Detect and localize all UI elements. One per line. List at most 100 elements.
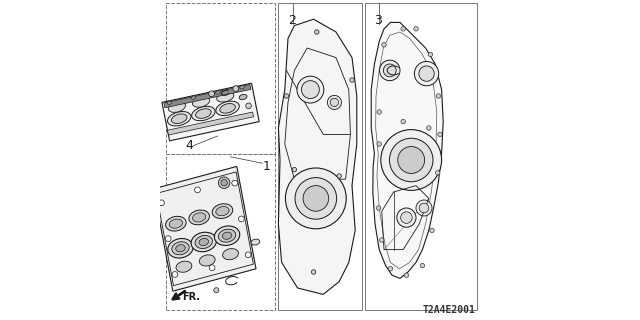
Circle shape <box>295 178 337 219</box>
Ellipse shape <box>222 232 232 239</box>
Circle shape <box>209 91 214 97</box>
Polygon shape <box>278 19 357 294</box>
Circle shape <box>388 267 393 271</box>
Circle shape <box>435 171 440 175</box>
Ellipse shape <box>212 204 233 219</box>
Polygon shape <box>162 83 259 141</box>
Circle shape <box>245 252 251 258</box>
Ellipse shape <box>191 106 215 121</box>
Ellipse shape <box>193 213 206 222</box>
Circle shape <box>172 272 178 277</box>
Circle shape <box>438 132 442 137</box>
Circle shape <box>297 76 324 103</box>
Ellipse shape <box>172 114 187 124</box>
Ellipse shape <box>240 85 244 89</box>
Circle shape <box>165 236 171 242</box>
Ellipse shape <box>191 232 216 252</box>
Ellipse shape <box>196 109 211 118</box>
Ellipse shape <box>191 96 196 99</box>
Circle shape <box>419 203 429 213</box>
Circle shape <box>430 228 435 233</box>
Circle shape <box>337 174 342 178</box>
Ellipse shape <box>217 92 234 102</box>
Circle shape <box>380 60 400 81</box>
Circle shape <box>327 95 342 109</box>
Circle shape <box>377 110 381 114</box>
Circle shape <box>401 212 412 223</box>
Circle shape <box>233 86 239 92</box>
Circle shape <box>246 103 252 109</box>
Text: 4: 4 <box>186 139 193 152</box>
Circle shape <box>330 98 339 107</box>
Circle shape <box>428 52 433 57</box>
Circle shape <box>416 200 432 216</box>
Circle shape <box>426 126 431 130</box>
Circle shape <box>381 130 442 190</box>
Text: FR.: FR. <box>182 292 200 302</box>
Ellipse shape <box>199 238 209 245</box>
Circle shape <box>232 180 237 186</box>
Circle shape <box>221 180 227 186</box>
Circle shape <box>301 81 319 99</box>
Circle shape <box>377 142 381 146</box>
Circle shape <box>218 177 230 188</box>
Text: 2: 2 <box>288 14 296 27</box>
Ellipse shape <box>195 236 212 249</box>
Polygon shape <box>168 112 253 135</box>
Polygon shape <box>371 22 443 278</box>
Ellipse shape <box>189 210 209 225</box>
Ellipse shape <box>199 255 215 266</box>
Ellipse shape <box>168 238 193 258</box>
Circle shape <box>415 61 439 86</box>
Ellipse shape <box>172 242 189 255</box>
Ellipse shape <box>220 104 236 113</box>
Bar <box>278 3 362 310</box>
Circle shape <box>436 94 440 98</box>
Circle shape <box>314 30 319 34</box>
Polygon shape <box>164 84 251 108</box>
Circle shape <box>376 206 381 210</box>
Circle shape <box>380 238 384 242</box>
Ellipse shape <box>214 226 240 245</box>
Ellipse shape <box>223 249 239 260</box>
Bar <box>166 3 275 154</box>
Circle shape <box>419 66 435 81</box>
Circle shape <box>398 147 425 173</box>
Circle shape <box>401 119 406 124</box>
Ellipse shape <box>218 229 236 242</box>
Ellipse shape <box>176 261 192 272</box>
Ellipse shape <box>216 91 220 94</box>
Ellipse shape <box>216 101 239 116</box>
Ellipse shape <box>193 97 210 107</box>
Circle shape <box>397 208 416 227</box>
Circle shape <box>381 43 387 47</box>
Circle shape <box>209 265 215 271</box>
Polygon shape <box>154 166 256 291</box>
Circle shape <box>239 216 244 222</box>
Circle shape <box>383 64 396 77</box>
Ellipse shape <box>167 101 172 104</box>
Ellipse shape <box>251 239 260 245</box>
Circle shape <box>292 167 297 172</box>
Ellipse shape <box>169 219 182 228</box>
Ellipse shape <box>176 245 185 252</box>
Ellipse shape <box>168 102 186 112</box>
Ellipse shape <box>166 216 186 231</box>
Circle shape <box>349 78 355 82</box>
Circle shape <box>404 273 409 277</box>
Text: 1: 1 <box>262 160 270 173</box>
Circle shape <box>414 27 419 31</box>
Ellipse shape <box>216 206 229 216</box>
Text: T2A4E2001: T2A4E2001 <box>422 305 475 315</box>
Text: 3: 3 <box>374 14 382 27</box>
Circle shape <box>285 168 346 229</box>
Circle shape <box>195 187 200 193</box>
Bar <box>365 3 477 310</box>
Circle shape <box>312 270 316 274</box>
Circle shape <box>159 200 164 206</box>
Ellipse shape <box>239 94 247 100</box>
Circle shape <box>401 27 406 31</box>
Circle shape <box>303 186 329 211</box>
Circle shape <box>214 288 219 293</box>
Circle shape <box>284 94 289 98</box>
